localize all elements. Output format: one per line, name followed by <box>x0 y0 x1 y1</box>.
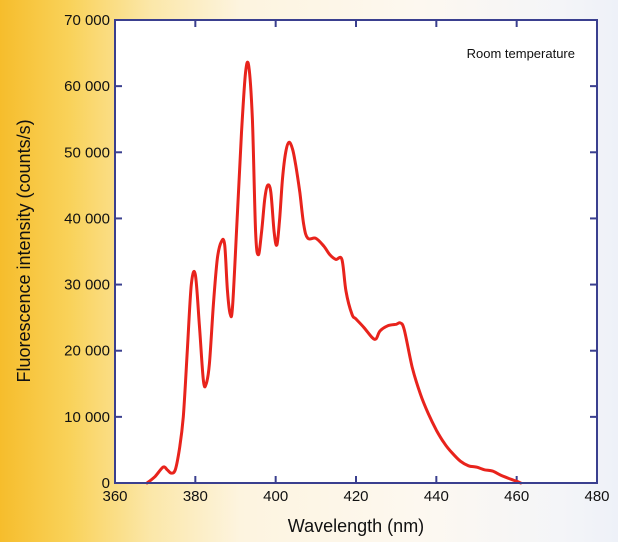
x-tick-label: 440 <box>424 488 449 505</box>
y-tick-label: 40 000 <box>64 210 110 227</box>
x-tick-label: 400 <box>263 488 288 505</box>
y-tick-label: 30 000 <box>64 277 110 294</box>
y-axis-title: Fluorescence intensity (counts/s) <box>14 119 34 382</box>
plot-area-background <box>115 20 597 483</box>
x-tick-label: 420 <box>343 488 368 505</box>
room-temperature-annotation: Room temperature <box>467 46 575 61</box>
y-tick-label: 50 000 <box>64 144 110 161</box>
fluorescence-series-line <box>145 60 523 485</box>
y-tick-label: 20 000 <box>64 343 110 360</box>
x-tick-label: 460 <box>504 488 529 505</box>
x-axis-title: Wavelength (nm) <box>288 516 424 536</box>
plot-frame <box>114 19 598 484</box>
y-tick-label: 60 000 <box>64 78 110 95</box>
y-tick-label: 10 000 <box>64 409 110 426</box>
x-tick-label: 360 <box>102 488 127 505</box>
x-tick-label: 380 <box>183 488 208 505</box>
x-tick-label: 480 <box>584 488 609 505</box>
y-tick-label: 70 000 <box>64 12 110 29</box>
y-tick-label: 0 <box>102 475 110 492</box>
